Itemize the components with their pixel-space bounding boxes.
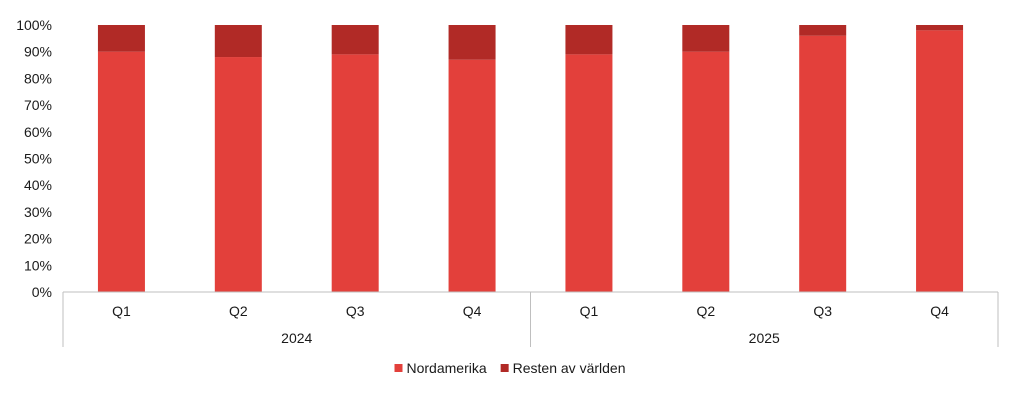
- y-tick-label: 90%: [24, 44, 52, 60]
- bar-segment: [799, 35, 847, 293]
- x-tick-label: Q4: [930, 303, 949, 319]
- y-tick-label: 70%: [24, 97, 52, 113]
- legend-swatch: [394, 364, 403, 372]
- bar-segment: [448, 25, 496, 60]
- y-tick-label: 20%: [24, 231, 52, 247]
- x-tick-label: Q4: [463, 303, 482, 319]
- x-tick-label: Q2: [696, 303, 715, 319]
- bar-segment: [97, 51, 145, 293]
- bar-segment: [331, 25, 379, 55]
- bar-segment: [565, 25, 613, 55]
- bar-segment: [214, 57, 262, 292]
- bar-segment: [214, 25, 262, 58]
- group-label: 2025: [749, 330, 780, 346]
- y-tick-label: 0%: [32, 284, 52, 300]
- bar-segment: [97, 25, 145, 52]
- x-tick-label: Q2: [229, 303, 248, 319]
- bar-segment: [331, 54, 379, 293]
- legend-label: Nordamerika: [407, 360, 487, 376]
- bar-segment: [565, 54, 613, 293]
- x-tick-label: Q1: [112, 303, 131, 319]
- y-tick-label: 60%: [24, 124, 52, 140]
- y-tick-label: 50%: [24, 151, 52, 167]
- bar-segment: [682, 51, 730, 293]
- y-tick-label: 80%: [24, 70, 52, 86]
- group-label: 2024: [281, 330, 312, 346]
- bar-segment: [682, 25, 730, 52]
- y-tick-label: 100%: [16, 17, 52, 33]
- x-tick-label: Q1: [580, 303, 599, 319]
- y-tick-label: 10%: [24, 257, 52, 273]
- legend-swatch: [500, 364, 509, 372]
- y-tick-label: 30%: [24, 204, 52, 220]
- x-tick-label: Q3: [813, 303, 832, 319]
- bar-segment: [916, 30, 964, 293]
- y-tick-label: 40%: [24, 177, 52, 193]
- bar-segment: [448, 59, 496, 293]
- bar-segment: [916, 25, 964, 31]
- x-tick-label: Q3: [346, 303, 365, 319]
- legend-label: Resten av världen: [513, 360, 626, 376]
- bar-segment: [799, 25, 847, 36]
